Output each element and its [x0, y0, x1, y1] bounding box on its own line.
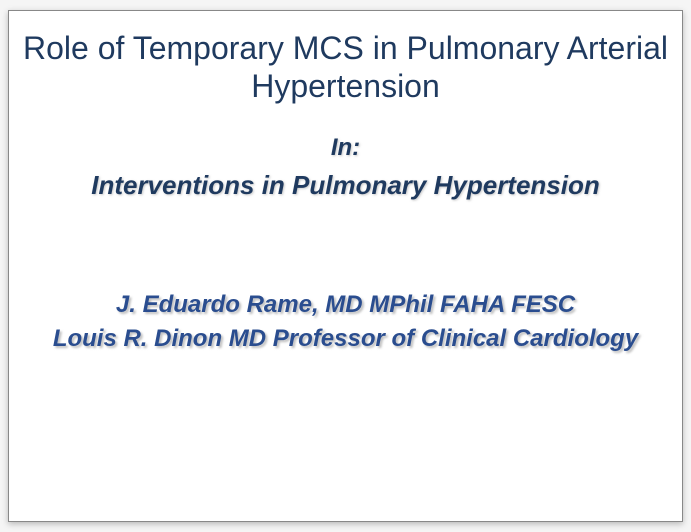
- slide-author: J. Eduardo Rame, MD MPhil FAHA FESC: [116, 291, 575, 319]
- slide-container: Role of Temporary MCS in Pulmonary Arter…: [8, 10, 683, 522]
- slide-title: Role of Temporary MCS in Pulmonary Arter…: [19, 29, 672, 106]
- slide-affiliation: Louis R. Dinon MD Professor of Clinical …: [53, 325, 638, 353]
- slide-subtitle: Interventions in Pulmonary Hypertension: [91, 170, 600, 201]
- slide-subtitle-label: In:: [331, 134, 360, 162]
